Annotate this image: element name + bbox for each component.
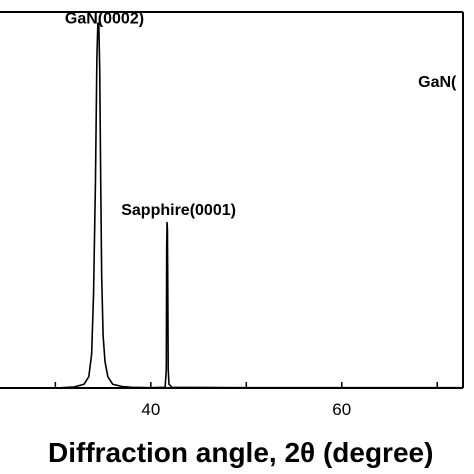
x-tick-label: 60 — [332, 400, 351, 419]
peak-annotation: GaN(0002) — [65, 10, 144, 27]
xrd-series-line — [0, 22, 463, 389]
x-ticks: 40 60 — [54, 382, 438, 419]
peak-annotation: Sapphire(0001) — [121, 202, 236, 219]
axes — [0, 11, 464, 389]
peak-annotation: GaN( — [418, 74, 457, 91]
series-group — [0, 22, 463, 389]
x-axis-label: Diffraction angle, 2θ (degree) — [48, 437, 433, 468]
annotations: GaN(0002) Sapphire(0001) GaN( — [65, 10, 457, 219]
x-tick-label: 40 — [141, 400, 160, 419]
